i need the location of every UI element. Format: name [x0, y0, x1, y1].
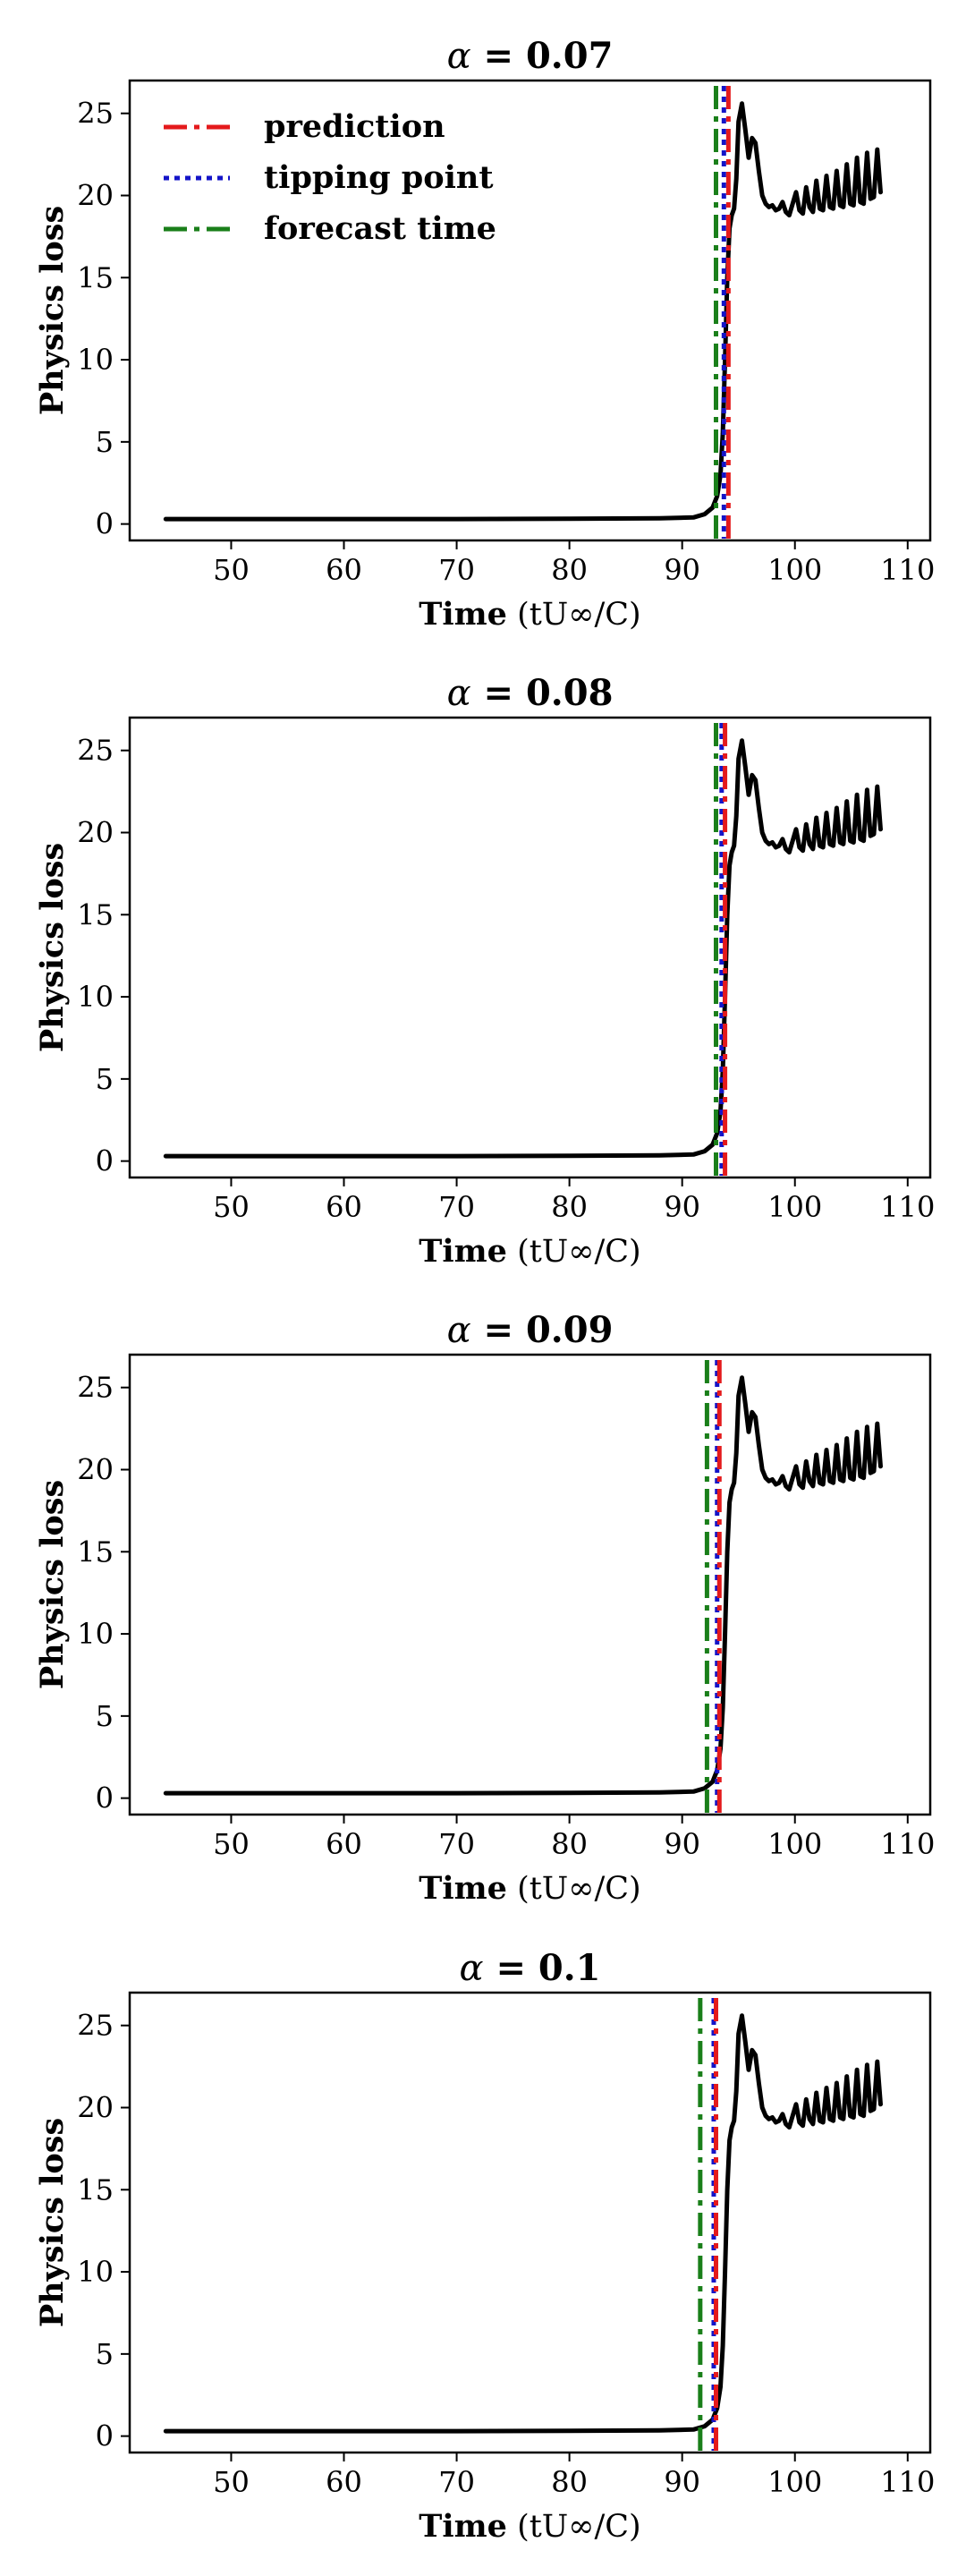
series-line-physics-loss	[163, 2013, 883, 2434]
chart-title: α = 0.1	[460, 1947, 601, 1989]
y-tick-label: 20	[77, 179, 114, 213]
y-tick-label: 5	[96, 2337, 114, 2371]
x-tick-label: 70	[438, 2465, 475, 2499]
y-tick-label: 15	[77, 2172, 114, 2206]
series-line-physics-loss	[163, 101, 883, 522]
x-tick-label: 90	[664, 1827, 700, 1861]
chart-title: α = 0.07	[447, 35, 614, 77]
x-tick-label: 60	[326, 553, 362, 587]
axes-frame	[128, 716, 932, 1179]
x-tick-label: 110	[880, 553, 935, 587]
y-tick-label: 25	[77, 97, 114, 131]
x-tick-label: 70	[438, 1190, 475, 1224]
chart-title: α = 0.09	[447, 1309, 614, 1351]
x-tick-label: 110	[880, 1827, 935, 1861]
x-tick-label: 70	[438, 553, 475, 587]
axes-frame	[128, 1353, 932, 1816]
y-tick-label: 10	[77, 1617, 114, 1651]
series-line-physics-loss	[163, 738, 883, 1159]
y-tick-label: 25	[77, 2009, 114, 2043]
y-tick-label: 20	[77, 1453, 114, 1487]
x-tick-label: 80	[551, 1827, 588, 1861]
y-tick-label: 5	[96, 425, 114, 459]
x-tick-label: 100	[767, 1827, 822, 1861]
x-tick-label: 100	[767, 553, 822, 587]
x-tick-label: 100	[767, 1190, 822, 1224]
x-tick-label: 80	[551, 1190, 588, 1224]
y-tick-label: 25	[77, 1371, 114, 1405]
y-tick-label: 5	[96, 1062, 114, 1096]
x-tick-label: 60	[326, 2465, 362, 2499]
y-tick-label: 0	[96, 1781, 114, 1815]
legend-label-tipping-point: tipping point	[264, 159, 494, 196]
y-tick-label: 15	[77, 897, 114, 931]
y-tick-label: 15	[77, 1535, 114, 1569]
y-tick-label: 20	[77, 816, 114, 850]
chart-panel-2: α = 0.09 50 60 70 80 90 100 110 0 5 10 15 20 25 Time (…	[34, 1309, 935, 1907]
x-tick-label: 50	[213, 2465, 250, 2499]
x-axis-label: Time (tU∞/C)	[419, 1870, 640, 1907]
x-tick-label: 90	[664, 553, 700, 587]
x-tick-label: 110	[880, 2465, 935, 2499]
x-tick-label: 50	[213, 1190, 250, 1224]
x-tick-label: 60	[326, 1190, 362, 1224]
x-tick-label: 90	[664, 1190, 700, 1224]
legend: prediction tipping point forecast time	[164, 108, 496, 247]
x-tick-label: 50	[213, 553, 250, 587]
x-tick-label: 70	[438, 1827, 475, 1861]
x-tick-label: 80	[551, 2465, 588, 2499]
y-tick-label: 10	[77, 343, 114, 377]
y-tick-label: 10	[77, 2255, 114, 2289]
y-axis-label: Physics loss	[34, 843, 71, 1052]
axes-frame	[128, 1991, 932, 2454]
y-tick-label: 25	[77, 734, 114, 768]
y-tick-label: 0	[96, 2419, 114, 2453]
y-axis-label: Physics loss	[34, 206, 71, 415]
x-axis-label: Time (tU∞/C)	[419, 2508, 640, 2545]
x-axis-label: Time (tU∞/C)	[419, 1233, 640, 1270]
x-tick-label: 80	[551, 553, 588, 587]
x-axis-label: Time (tU∞/C)	[419, 596, 640, 633]
chart-panel-3: α = 0.1 50 60 70 80 90 100 110 0 5 10 15 20 25 Time (t…	[34, 1947, 935, 2545]
chart-panel-0: α = 0.07 50 60 70 80 90 100 110 0 5 10 15 20 25 Time (…	[34, 35, 935, 633]
y-tick-label: 10	[77, 980, 114, 1014]
legend-label-prediction: prediction	[264, 108, 445, 145]
y-axis-label: Physics loss	[34, 1480, 71, 1689]
y-tick-label: 5	[96, 1699, 114, 1733]
y-tick-label: 15	[77, 260, 114, 294]
y-axis-label: Physics loss	[34, 2118, 71, 2327]
series-line-physics-loss	[163, 1375, 883, 1796]
x-tick-label: 100	[767, 2465, 822, 2499]
chart-panel-1: α = 0.08 50 60 70 80 90 100 110 0 5 10 15 20 25 Time (…	[34, 672, 935, 1270]
chart-title: α = 0.08	[447, 672, 614, 714]
legend-label-forecast-time: forecast time	[264, 210, 496, 247]
y-tick-label: 0	[96, 507, 114, 541]
x-tick-label: 50	[213, 1827, 250, 1861]
x-tick-label: 110	[880, 1190, 935, 1224]
y-tick-label: 0	[96, 1144, 114, 1178]
x-tick-label: 90	[664, 2465, 700, 2499]
x-tick-label: 60	[326, 1827, 362, 1861]
axes-frame	[128, 79, 932, 542]
y-tick-label: 20	[77, 2091, 114, 2125]
